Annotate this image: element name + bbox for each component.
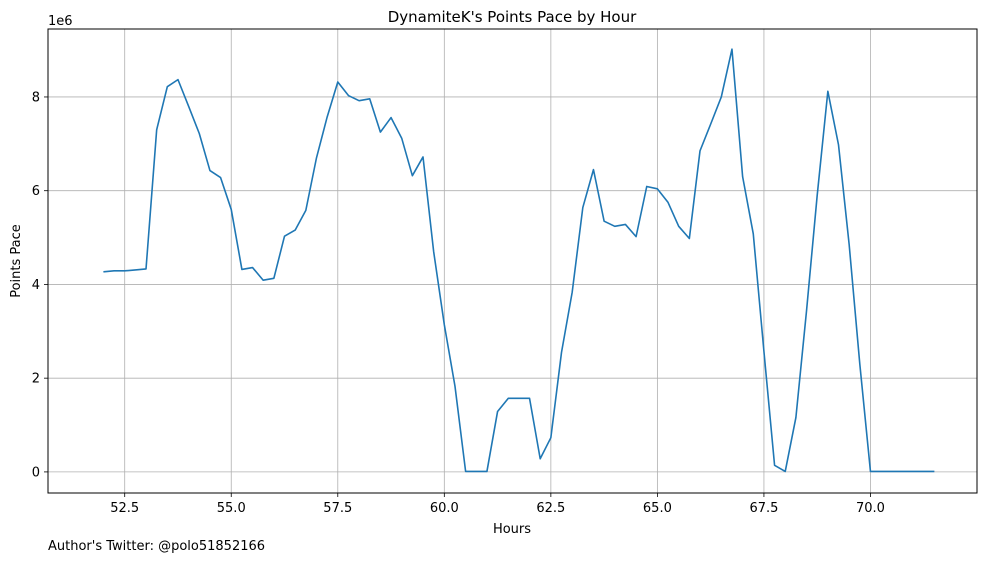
x-tick-label: 67.5 <box>749 501 778 516</box>
x-tick-label: 55.0 <box>217 501 246 516</box>
plot-frame <box>47 28 978 494</box>
y-tick-label: 0 <box>32 465 40 480</box>
y-axis-scale-label: 1e6 <box>48 14 73 29</box>
x-tick-label: 60.0 <box>430 501 459 516</box>
footnote: Author's Twitter: @polo51852166 <box>48 539 265 554</box>
points-pace-series-line <box>103 48 935 473</box>
y-tick-label: 8 <box>32 90 40 105</box>
y-tick-label: 4 <box>32 278 40 293</box>
x-tick-label: 57.5 <box>323 501 352 516</box>
y-axis-label: Points Pace <box>9 224 24 298</box>
x-tick-label: 70.0 <box>856 501 885 516</box>
x-axis-label: Hours <box>493 522 531 537</box>
y-tick-label: 6 <box>32 184 40 199</box>
x-tick-label: 62.5 <box>536 501 565 516</box>
x-tick-label: 65.0 <box>643 501 672 516</box>
y-tick-label: 2 <box>32 372 40 387</box>
x-tick-label: 52.5 <box>110 501 139 516</box>
chart-title: DynamiteK's Points Pace by Hour <box>388 8 637 26</box>
